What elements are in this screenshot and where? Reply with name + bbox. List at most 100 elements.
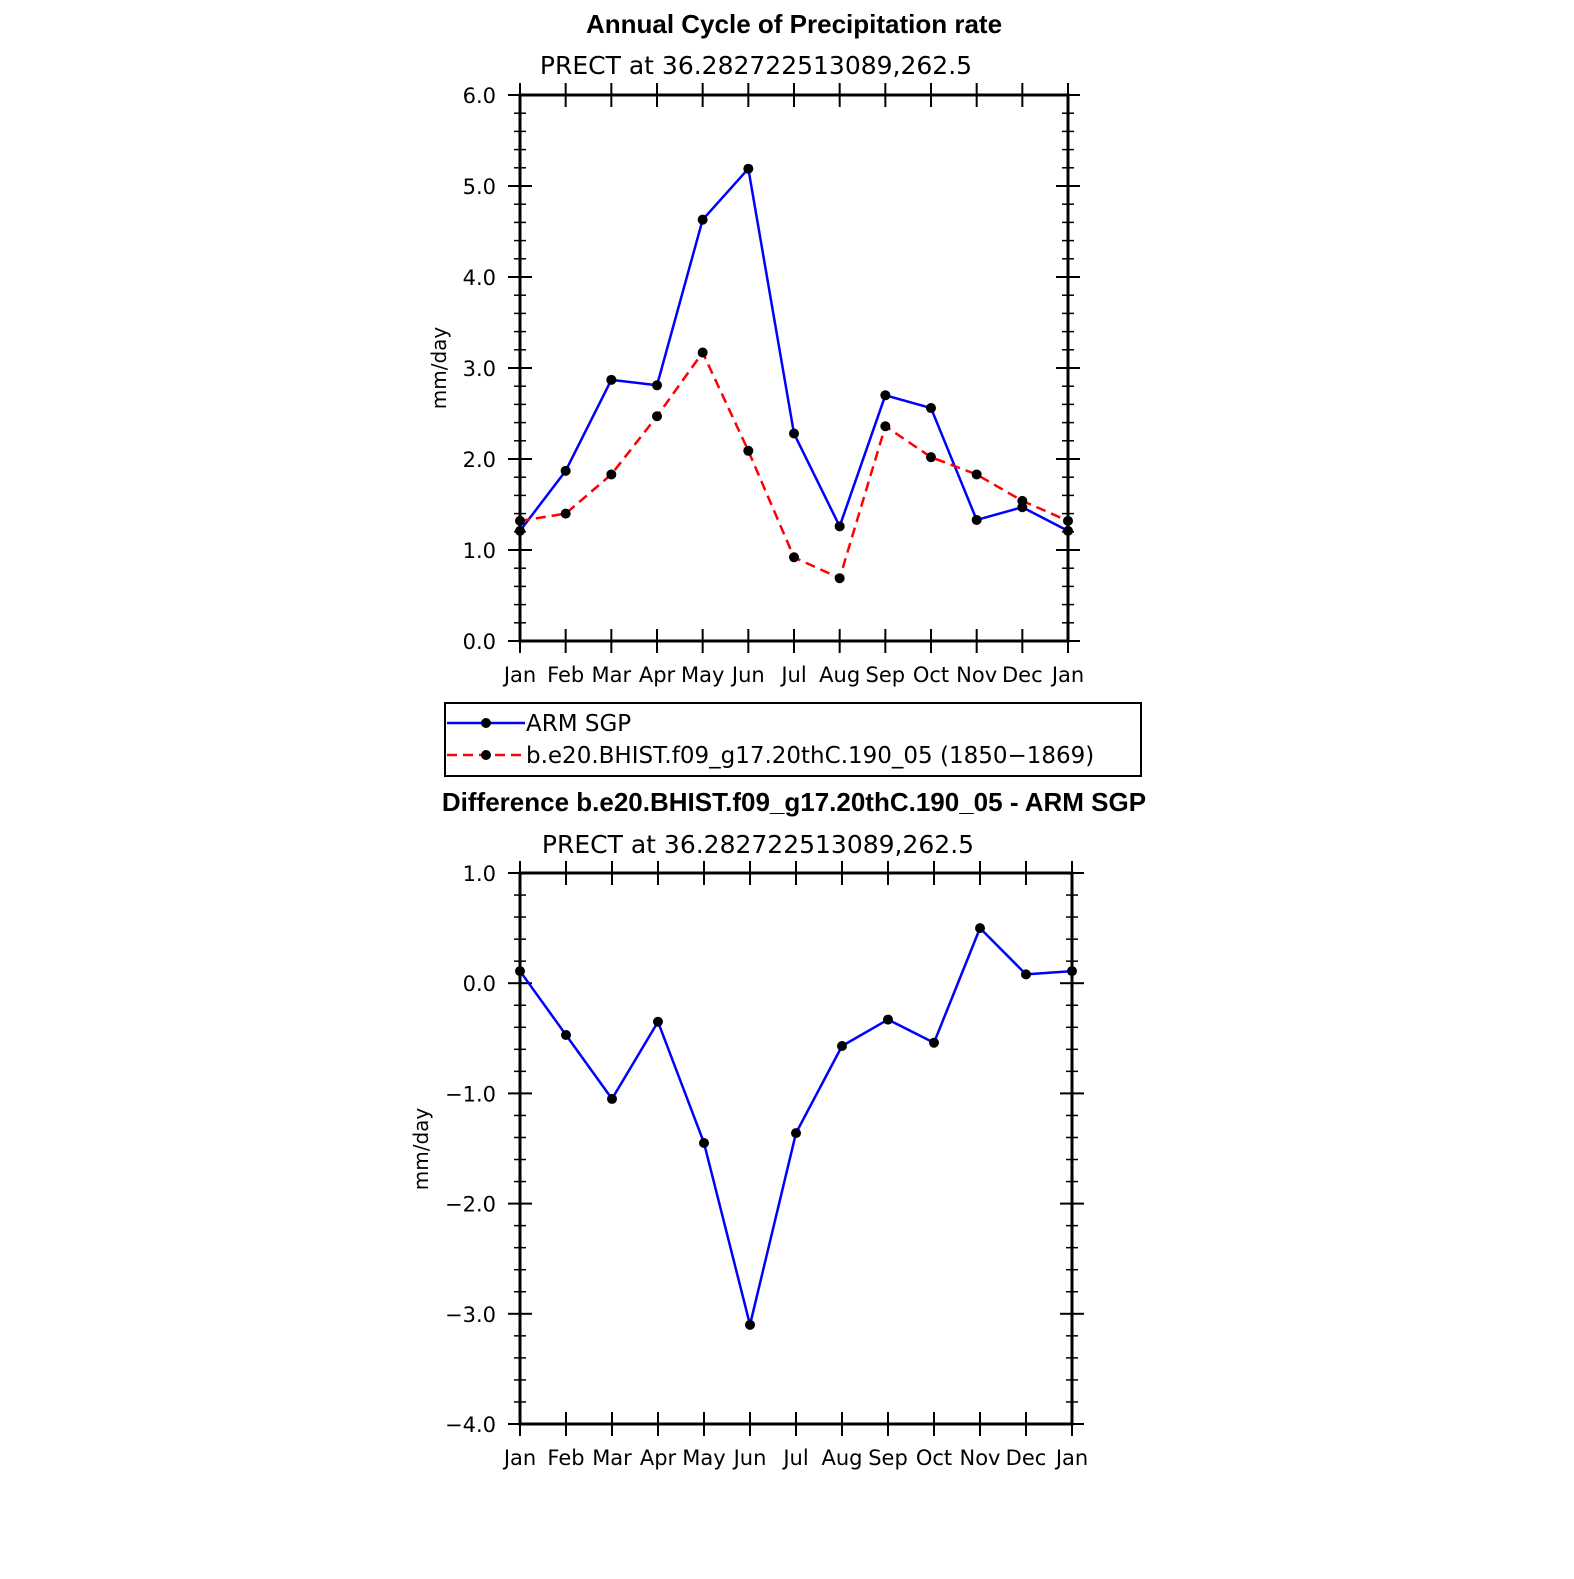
y-tick-label: 1.0 [463,862,496,886]
legend-marker-arm-sgp [481,718,491,728]
y-tick-label: 5.0 [463,175,496,199]
data-point [834,521,845,532]
x-tick-label: Mar [592,663,632,687]
data-point [883,1014,893,1025]
bottom-plot-frame [518,871,1074,1426]
legend-label-model: b.e20.BHIST.f09_g17.20thC.190_05 (1850−1… [526,743,1094,769]
data-point [880,421,891,432]
data-point [926,452,936,463]
top-plot-frame [518,93,1070,643]
bottom-chart-subtitle: PRECT at 36.282722513089,262.5 [542,830,974,859]
data-point [561,1029,571,1040]
bottom-y-axis-label: mm/day [409,1108,433,1191]
data-point [515,515,525,526]
data-point [606,469,617,480]
series-line-0-1 [519,351,1069,580]
data-point [1067,966,1077,977]
data-point [971,469,982,480]
data-point [697,214,708,225]
x-tick-label: Oct [913,663,949,687]
x-tick-label: Oct [916,1446,952,1470]
x-tick-label: Dec [1006,1446,1047,1470]
y-tick-label: 1.0 [463,539,496,563]
x-tick-label: Aug [819,663,860,687]
data-point [1063,515,1073,526]
x-tick-label: Jan [502,663,536,687]
top-y-axis-label: mm/day [427,327,451,410]
data-point [975,923,985,934]
y-tick-label: 2.0 [463,448,496,472]
x-tick-label: Nov [960,1446,1001,1470]
legend: ARM SGP b.e20.BHIST.f09_g17.20thC.190_05… [444,702,1142,777]
data-point [745,1319,755,1330]
x-tick-label: Feb [547,1446,584,1470]
x-tick-label: Nov [956,663,997,687]
y-tick-label: 4.0 [463,266,496,290]
y-tick-label: −4.0 [445,1413,496,1437]
top-y-tick-labels: 0.0 1.0 2.0 3.0 4.0 5.0 6.0 [463,84,496,654]
y-tick-label: 3.0 [463,357,496,381]
x-tick-label: Jul [779,663,806,687]
data-point [515,966,525,977]
data-point [743,163,754,174]
y-tick-label: 0.0 [463,630,496,654]
y-tick-label: −2.0 [445,1193,496,1217]
x-tick-label: Aug [821,1446,862,1470]
data-point [607,1093,617,1104]
data-point [1063,525,1073,536]
data-point [789,428,799,439]
data-point [560,508,571,519]
data-point [1017,495,1028,506]
bottom-series [515,923,1077,1330]
data-point [929,1037,939,1048]
x-tick-label: Jan [1054,1446,1088,1470]
data-point [653,1016,663,1027]
top-x-tick-labels: Jan Feb Mar Apr May Jun Jul Aug Sep Oct Nov Dec Jan [502,663,1084,687]
x-tick-label: Sep [868,1446,908,1470]
data-point [789,552,799,563]
y-tick-label: 0.0 [463,972,496,996]
data-point [834,573,845,584]
y-tick-label: 6.0 [463,84,496,108]
x-tick-label: Dec [1002,663,1043,687]
x-tick-label: Jan [502,1446,536,1470]
bottom-chart-title: Difference b.e20.BHIST.f09_g17.20thC.190… [442,787,1146,817]
x-tick-label: Apr [639,663,676,687]
legend-label-arm-sgp: ARM SGP [526,711,631,737]
legend-box [444,702,1142,777]
legend-marker-model [481,750,491,760]
x-tick-label: Feb [547,663,584,687]
top-chart-title: Annual Cycle of Precipitation rate [586,9,1002,39]
x-tick-label: Jun [732,1446,767,1470]
bottom-y-tick-labels: −4.0 −3.0 −2.0 −1.0 0.0 1.0 [445,862,496,1437]
series-line-1-0 [518,926,1073,1327]
x-tick-label: Jun [730,663,765,687]
series-line-0-0 [519,167,1069,532]
data-point [743,445,754,456]
data-point [606,374,617,385]
top-chart-subtitle: PRECT at 36.282722513089,262.5 [540,51,972,80]
y-tick-label: −3.0 [445,1303,496,1327]
data-point [697,347,708,358]
data-point [560,465,571,476]
x-tick-label: May [681,663,724,687]
data-point [971,514,982,525]
data-point [837,1041,847,1052]
data-point [926,403,936,414]
x-tick-label: May [682,1446,725,1470]
data-point [791,1128,801,1139]
bottom-x-tick-labels: Jan Feb Mar Apr May Jun Jul Aug Sep Oct Nov Dec Jan [502,1446,1088,1470]
x-tick-label: Jan [1050,663,1084,687]
x-tick-label: Apr [640,1446,677,1470]
data-point [699,1137,709,1148]
data-point [880,390,891,401]
x-tick-label: Jul [781,1446,808,1470]
data-point [1021,969,1031,980]
data-point [652,411,662,422]
data-point [515,525,525,536]
top-ticks [508,83,1080,653]
data-point [652,380,662,391]
y-tick-label: −1.0 [445,1082,496,1106]
